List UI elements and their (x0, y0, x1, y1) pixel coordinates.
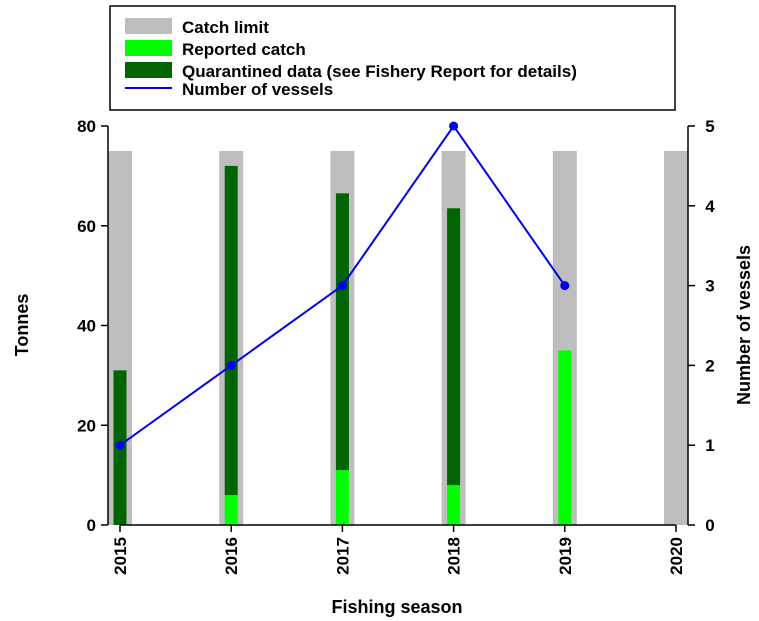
vessels-line-layer (115, 121, 570, 450)
bars-layer (108, 150, 688, 525)
legend-label-reported-catch: Reported catch (182, 40, 306, 59)
legend-swatch-quarantined (125, 62, 172, 78)
x-axis-title: Fishing season (331, 597, 462, 617)
bar-quarantined-2017 (335, 193, 349, 471)
axes-layer: 0 20 40 60 80 0 1 2 3 4 5 2015 2016 2017 2018 2019 2020 (77, 117, 715, 575)
legend-label-quarantined: Quarantined data (see Fishery Report for… (182, 62, 577, 81)
y2-axis-title: Number of vessels (734, 245, 754, 405)
vessels-point-2019 (560, 281, 570, 291)
legend-swatch-catch-limit (125, 18, 172, 34)
y2-tick-label-5: 5 (705, 117, 714, 136)
vessels-point-2017 (337, 281, 347, 291)
bar-reported-catch-2016 (224, 495, 238, 525)
x-tick-label-2019: 2019 (556, 537, 575, 575)
y-axis-title: Tonnes (12, 294, 32, 357)
legend-swatch-reported-catch (125, 40, 172, 56)
x-tick-label-2017: 2017 (333, 537, 352, 575)
legend-label-vessels: Number of vessels (182, 80, 333, 99)
y-tick-label-40: 40 (77, 317, 96, 336)
vessels-point-2018 (449, 121, 459, 131)
legend: Catch limit Reported catch Quarantined d… (109, 5, 676, 111)
bar-catch-limit-2020 (664, 150, 688, 525)
bar-quarantined-2018 (447, 208, 461, 486)
bar-reported-catch-2018 (447, 485, 461, 525)
vessels-point-2016 (226, 360, 236, 370)
y2-tick-label-0: 0 (705, 516, 714, 535)
y-tick-label-0: 0 (87, 516, 96, 535)
legend-box (109, 5, 676, 111)
x-tick-label-2015: 2015 (111, 537, 130, 575)
x-tick-label-2020: 2020 (667, 537, 686, 575)
bar-reported-catch-2017 (335, 470, 349, 525)
y-tick-label-80: 80 (77, 117, 96, 136)
y-tick-label-20: 20 (77, 416, 96, 435)
x-tick-label-2016: 2016 (222, 537, 241, 575)
y2-tick-label-3: 3 (705, 277, 714, 296)
vessels-point-2015 (115, 440, 125, 450)
y2-tick-label-1: 1 (705, 436, 714, 455)
legend-label-catch-limit: Catch limit (182, 18, 269, 37)
y-tick-label-60: 60 (77, 217, 96, 236)
y2-tick-label-2: 2 (705, 356, 714, 375)
bar-quarantined-2016 (224, 165, 238, 496)
y2-tick-label-4: 4 (705, 197, 715, 216)
x-tick-label-2018: 2018 (445, 537, 464, 575)
bar-reported-catch-2019 (558, 350, 572, 525)
